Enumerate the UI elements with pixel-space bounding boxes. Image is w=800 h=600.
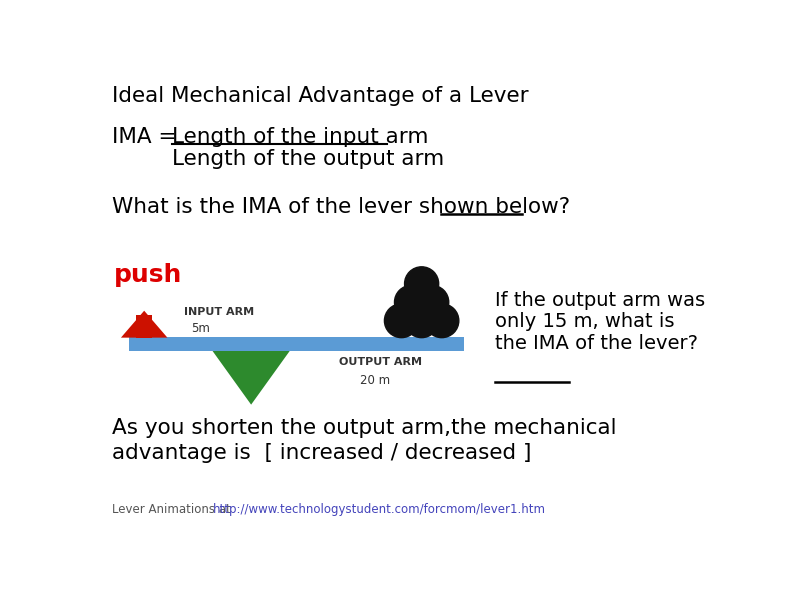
Text: push: push [114, 263, 182, 287]
Text: If the output arm was: If the output arm was [495, 290, 706, 310]
Circle shape [405, 267, 438, 301]
Text: As you shorten the output arm,the mechanical: As you shorten the output arm,the mechan… [112, 419, 616, 439]
Circle shape [385, 304, 418, 338]
Text: http://www.technologystudent.com/forcmom/lever1.htm: http://www.technologystudent.com/forcmom… [212, 503, 546, 516]
Text: What is the IMA of the lever shown below?: What is the IMA of the lever shown below… [112, 197, 570, 217]
Text: 20 m: 20 m [360, 374, 390, 387]
Text: OUTPUT ARM: OUTPUT ARM [338, 357, 422, 367]
Text: INPUT ARM: INPUT ARM [184, 307, 254, 317]
Text: Length of the output arm: Length of the output arm [172, 149, 444, 169]
Text: 5m: 5m [191, 322, 210, 335]
Circle shape [405, 304, 438, 338]
Circle shape [425, 304, 459, 338]
Bar [130, 337, 464, 351]
Text: only 15 m, what is: only 15 m, what is [495, 312, 674, 331]
Text: advantage is  [ increased / decreased ]: advantage is [ increased / decreased ] [112, 443, 531, 463]
Circle shape [394, 285, 429, 319]
Text: Length of the input arm: Length of the input arm [172, 127, 429, 148]
Text: Ideal Mechanical Advantage of a Lever: Ideal Mechanical Advantage of a Lever [112, 86, 528, 106]
Text: the IMA of the lever?: the IMA of the lever? [495, 334, 698, 353]
Text: Lever Animations at: Lever Animations at [112, 503, 238, 516]
Polygon shape [121, 311, 167, 338]
Text: IMA =: IMA = [112, 127, 183, 148]
Bar [137, 314, 152, 338]
Polygon shape [212, 351, 290, 404]
Circle shape [414, 285, 449, 319]
